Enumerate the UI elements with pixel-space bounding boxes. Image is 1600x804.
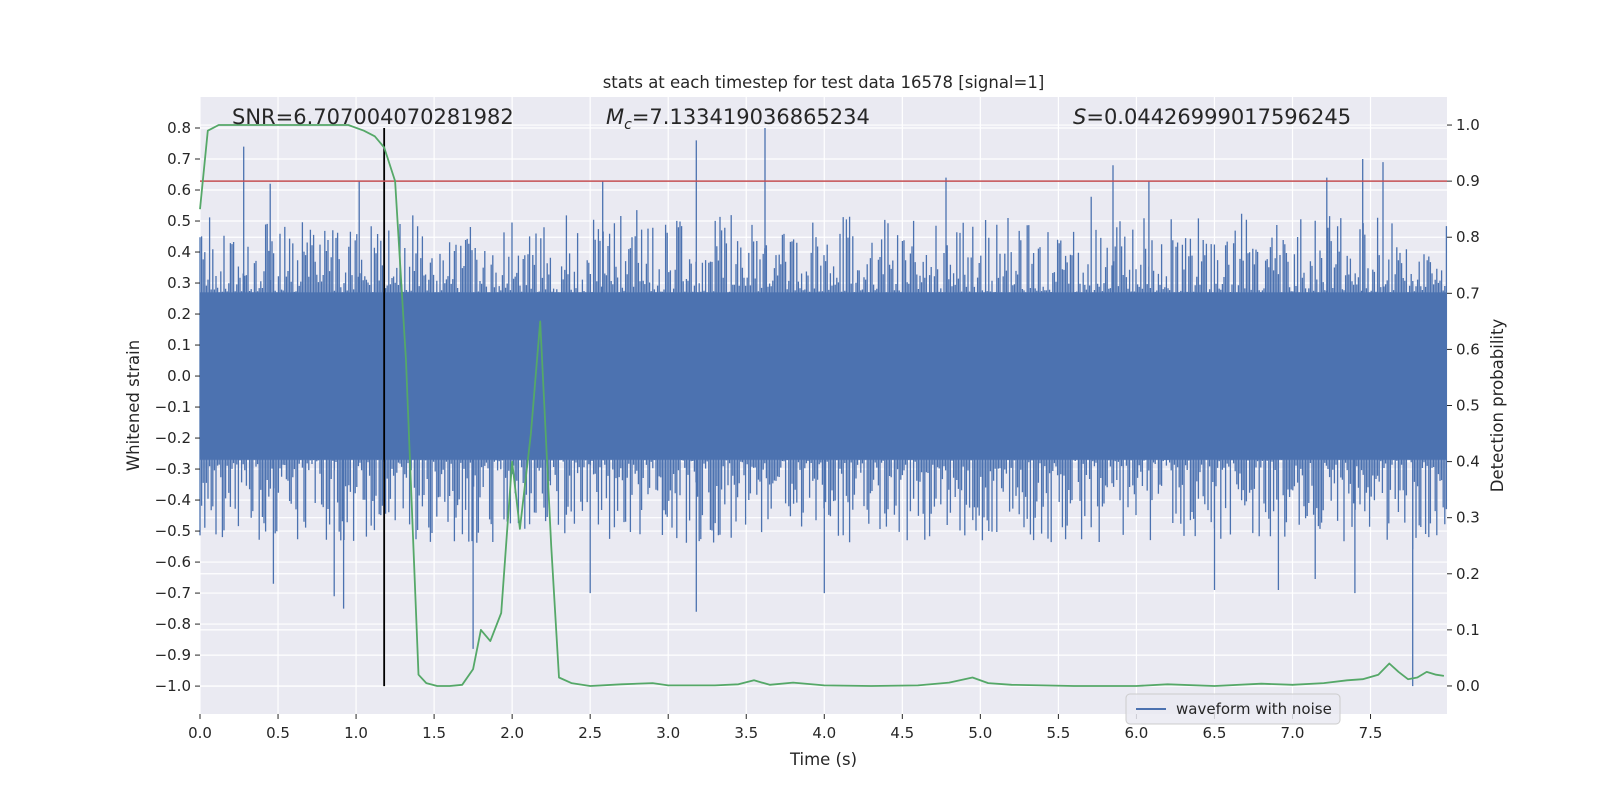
y-left-tick-label: 0.8: [167, 119, 191, 137]
y-left-tick-label: −0.6: [155, 553, 191, 571]
s-symbol: S: [1073, 105, 1086, 129]
legend-label-waveform: waveform with noise: [1176, 700, 1332, 718]
x-tick-label: 5.5: [1046, 724, 1070, 742]
x-tick-label: 6.0: [1124, 724, 1148, 742]
y-left-tick-label: 0.2: [167, 305, 191, 323]
chirp-mass-annotation: Mc=7.133419036865234: [606, 105, 870, 133]
y-right-tick-label: 1.0: [1456, 116, 1480, 134]
y-left-tick-label: −0.5: [155, 522, 191, 540]
y-right-tick-label: 0.0: [1456, 677, 1480, 695]
y-right-tick-label: 0.4: [1456, 453, 1480, 471]
y-left-tick-label: −1.0: [155, 677, 191, 695]
y-left-tick-label: 0.3: [167, 274, 191, 292]
y-right-tick-label: 0.7: [1456, 284, 1480, 302]
y-left-tick-label: −0.8: [155, 615, 191, 633]
chirp-mass-subscript: c: [624, 117, 632, 133]
y-left-tick-label: −0.4: [155, 491, 191, 509]
x-tick-label: 3.0: [656, 724, 680, 742]
x-tick-label: 2.5: [578, 724, 602, 742]
y-left-tick-label: −0.1: [155, 398, 191, 416]
waveform-line: [199, 128, 1448, 687]
legend-box: [1125, 693, 1341, 725]
x-tick-label: 3.5: [734, 724, 758, 742]
chart-title: stats at each timestep for test data 165…: [603, 73, 1045, 92]
detection-probability-line: [199, 124, 1445, 687]
chirp-mass-symbol: M: [606, 105, 624, 129]
s-annotation: S=0.04426999017596245: [1073, 105, 1351, 129]
x-tick-label: 7.5: [1359, 724, 1383, 742]
axes: 0.0 0.5 1.0 1.5 2.0 2.5 3.0 3.5 4.0 4.5 5.0 5.5 6.0 6…: [155, 116, 1480, 742]
x-tick-label: 2.0: [500, 724, 524, 742]
snr-annotation: SNR=6.707004070281982: [232, 105, 514, 129]
y-left-tick-label: −0.2: [155, 429, 191, 447]
y-right-tick-label: 0.1: [1456, 621, 1480, 639]
x-axis-label: Time (s): [789, 750, 857, 769]
y-left-tick-label: −0.3: [155, 460, 191, 478]
x-tick-label: 1.5: [422, 724, 446, 742]
y-right-tick-label: 0.9: [1456, 172, 1480, 190]
y-axis-right-label: Detection probability: [1488, 319, 1507, 493]
x-tick-label: 4.5: [890, 724, 914, 742]
x-tick-label: 0.0: [188, 724, 212, 742]
legend: waveform with noise: [1125, 693, 1341, 725]
x-tick-label: 6.5: [1203, 724, 1227, 742]
waveform-series: [199, 128, 1448, 687]
y-left-tick-label: 0.1: [167, 336, 191, 354]
y-left-tick-label: −0.9: [155, 646, 191, 664]
chirp-mass-value: =7.133419036865234: [632, 105, 870, 129]
y-right-tick-label: 0.5: [1456, 397, 1480, 415]
y-right-tick-label: 0.6: [1456, 340, 1480, 358]
x-tick-label: 0.5: [266, 724, 290, 742]
y-axis-left-label: Whitened strain: [124, 340, 143, 471]
overlay-lines: [199, 124, 1447, 687]
x-tick-label: 1.0: [344, 724, 368, 742]
y-left-tick-label: 0.0: [167, 367, 191, 385]
x-tick-label: 4.0: [812, 724, 836, 742]
y-right-tick-label: 0.2: [1456, 565, 1480, 583]
y-right-tick-label: 0.3: [1456, 509, 1480, 527]
x-tick-label: 5.0: [968, 724, 992, 742]
s-value: =0.04426999017596245: [1086, 105, 1351, 129]
y-left-tick-label: 0.6: [167, 181, 191, 199]
y-left-tick-label: 0.5: [167, 212, 191, 230]
y-right-tick-label: 0.8: [1456, 228, 1480, 246]
y-left-tick-label: 0.4: [167, 243, 191, 261]
x-tick-label: 7.0: [1281, 724, 1305, 742]
y-left-tick-label: 0.7: [167, 150, 191, 168]
y-left-tick-label: −0.7: [155, 584, 191, 602]
